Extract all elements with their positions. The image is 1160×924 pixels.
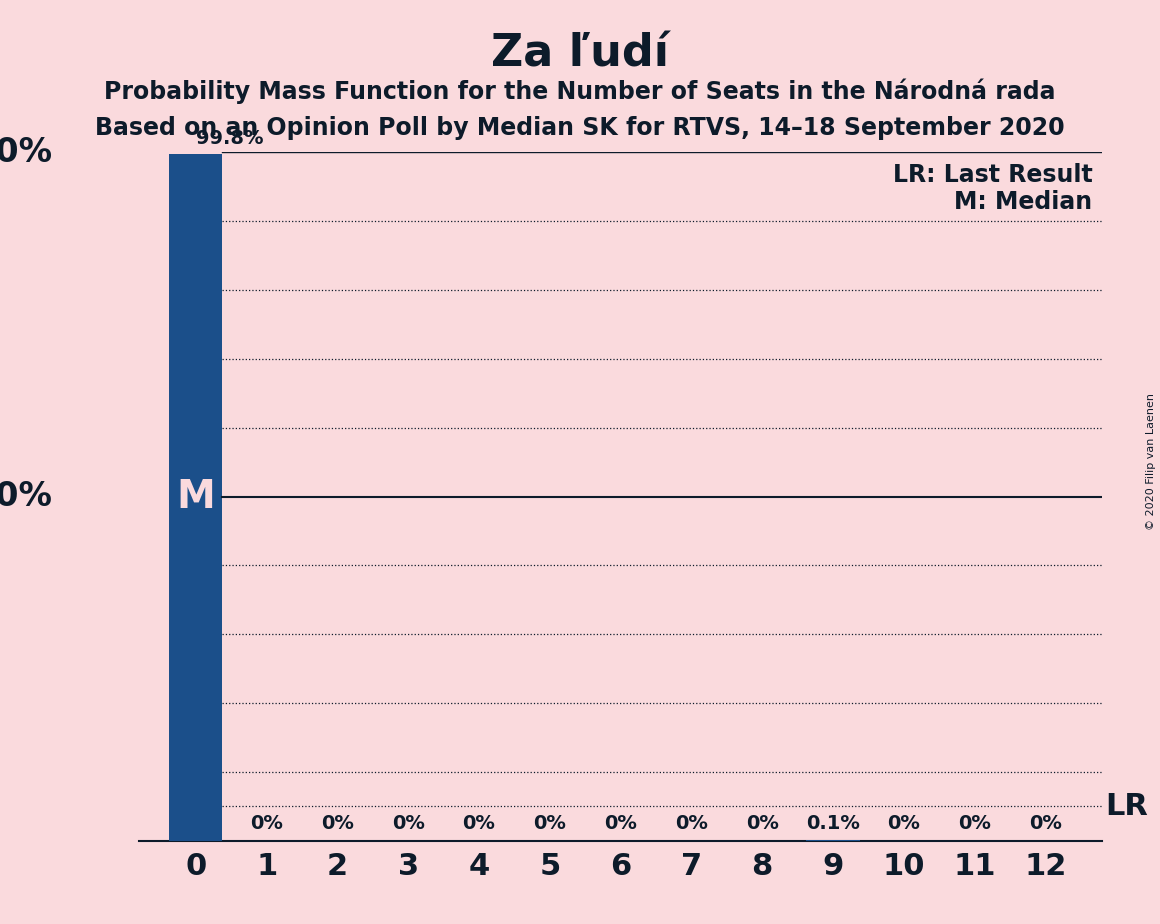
Text: LR: LR: [1105, 792, 1148, 821]
Text: 100%: 100%: [0, 136, 52, 169]
Text: © 2020 Filip van Laenen: © 2020 Filip van Laenen: [1146, 394, 1155, 530]
Text: 0%: 0%: [251, 813, 283, 833]
Text: 50%: 50%: [0, 480, 52, 513]
Text: Based on an Opinion Poll by Median SK for RTVS, 14–18 September 2020: Based on an Opinion Poll by Median SK fo…: [95, 116, 1065, 140]
Text: 0%: 0%: [534, 813, 566, 833]
Bar: [169, 153, 223, 841]
Text: LR: Last Result: LR: Last Result: [893, 163, 1093, 187]
Text: 0%: 0%: [675, 813, 708, 833]
Text: 0%: 0%: [1029, 813, 1061, 833]
Text: 0%: 0%: [321, 813, 354, 833]
Text: 0%: 0%: [887, 813, 920, 833]
Text: Za ľudí: Za ľudí: [491, 32, 669, 76]
Text: 0%: 0%: [463, 813, 495, 833]
Text: 0%: 0%: [958, 813, 991, 833]
Text: 0%: 0%: [604, 813, 637, 833]
Text: 0%: 0%: [392, 813, 425, 833]
Text: 0.1%: 0.1%: [806, 813, 860, 833]
Text: M: Median: M: Median: [955, 190, 1093, 214]
Text: M: M: [176, 478, 216, 516]
Text: Probability Mass Function for the Number of Seats in the Národná rada: Probability Mass Function for the Number…: [104, 79, 1056, 104]
Text: 0%: 0%: [746, 813, 778, 833]
Text: 99.8%: 99.8%: [196, 129, 263, 149]
